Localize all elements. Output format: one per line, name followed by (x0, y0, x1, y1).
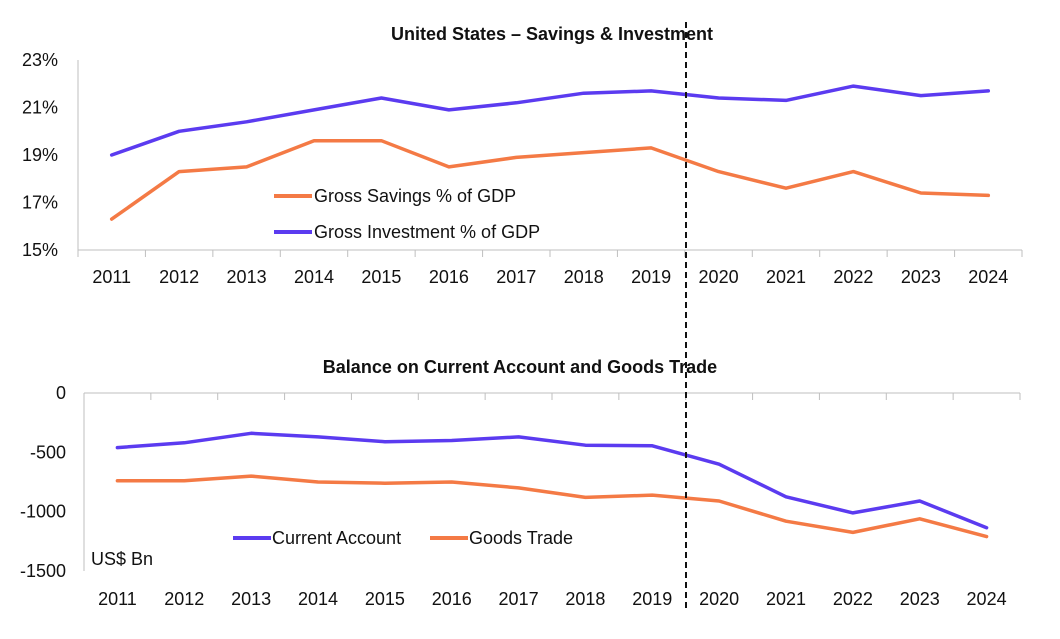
x-tick-label: 2015 (361, 267, 401, 287)
legend-investment-label: Gross Investment % of GDP (314, 222, 540, 242)
bottom-chart-title: Balance on Current Account and Goods Tra… (323, 357, 717, 377)
x-tick-label: 2019 (632, 589, 672, 609)
x-tick-label: 2011 (92, 267, 131, 287)
bottom-series-lines (115, 431, 989, 539)
y-tick-label: -1000 (20, 502, 66, 522)
y-tick-label: 17% (22, 193, 58, 213)
x-tick-label: 2017 (496, 267, 536, 287)
x-tick-label: 2014 (298, 589, 338, 609)
bottom-y-tick-labels: -1500 -1000 -500 0 (20, 383, 66, 581)
top-chart-title: United States – Savings & Investment (391, 24, 713, 44)
x-tick-label: 2020 (699, 267, 739, 287)
x-tick-label: 2012 (164, 589, 204, 609)
series-line-b (109, 84, 991, 157)
x-tick-label: 2022 (833, 267, 873, 287)
x-tick-label: 2018 (564, 267, 604, 287)
y-tick-label: 23% (22, 50, 58, 70)
x-tick-label: 2021 (766, 589, 806, 609)
x-tick-label: 2017 (499, 589, 539, 609)
bottom-legend: Current Account Goods Trade (233, 528, 573, 548)
y-tick-label: 21% (22, 98, 58, 118)
top-x-tick-labels: 2011 2012 2013 2014 2015 2016 2017 2018 2019 2020… (92, 267, 1008, 287)
x-tick-label: 2016 (432, 589, 472, 609)
legend-savings-label: Gross Savings % of GDP (314, 186, 516, 206)
x-tick-label: 2023 (901, 267, 941, 287)
series-line-b (115, 474, 989, 539)
current-account-chart: Balance on Current Account and Goods Tra… (20, 357, 1021, 609)
top-y-tick-labels: 15% 17% 19% 21% 23% (22, 50, 58, 260)
x-tick-label: 2019 (631, 267, 671, 287)
top-axes (77, 60, 1023, 257)
legend-current-account-label: Current Account (272, 528, 401, 548)
series-line-a (115, 431, 989, 530)
savings-investment-chart: United States – Savings & Investment 15%… (22, 24, 1023, 287)
bottom-x-tick-labels: 2011 2012 2013 2014 2015 2016 2017 2018 2019 2020… (98, 589, 1007, 609)
x-tick-label: 2012 (159, 267, 199, 287)
x-tick-label: 2015 (365, 589, 405, 609)
x-tick-label: 2024 (967, 589, 1007, 609)
series-line-a (109, 138, 991, 221)
unit-label: US$ Bn (91, 549, 153, 569)
x-tick-label: 2013 (227, 267, 267, 287)
legend-goods-trade-label: Goods Trade (469, 528, 573, 548)
x-tick-label: 2016 (429, 267, 469, 287)
x-tick-label: 2022 (833, 589, 873, 609)
x-tick-label: 2018 (565, 589, 605, 609)
y-tick-label: 15% (22, 240, 58, 260)
x-tick-label: 2020 (699, 589, 739, 609)
x-tick-label: 2011 (98, 589, 137, 609)
x-tick-label: 2021 (766, 267, 806, 287)
y-tick-label: -500 (30, 442, 66, 462)
top-legend: Gross Savings % of GDP Gross Investment … (274, 186, 540, 242)
x-tick-label: 2024 (968, 267, 1008, 287)
x-tick-label: 2013 (231, 589, 271, 609)
x-tick-label: 2014 (294, 267, 334, 287)
x-tick-label: 2023 (900, 589, 940, 609)
y-tick-label: -1500 (20, 561, 66, 581)
y-tick-label: 19% (22, 145, 58, 165)
top-series-lines (109, 84, 991, 221)
y-tick-label: 0 (56, 383, 66, 403)
